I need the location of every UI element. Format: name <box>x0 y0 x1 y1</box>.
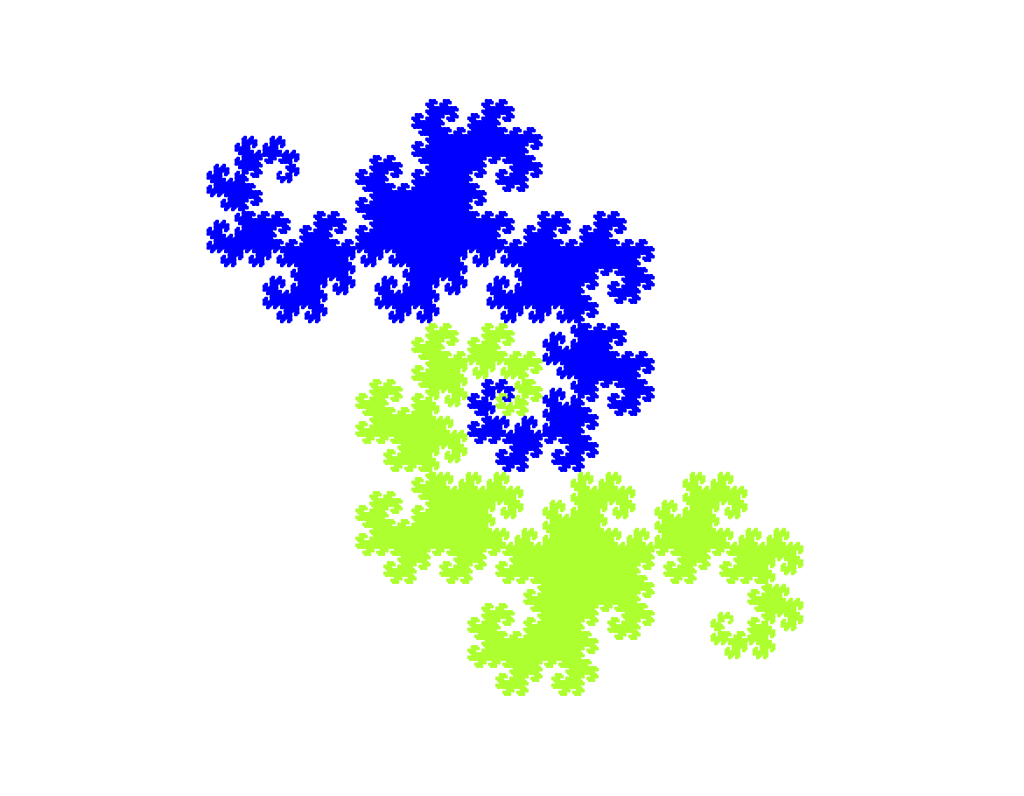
dragon-curve-blue <box>206 98 655 473</box>
dragon-curves-group <box>206 98 804 697</box>
dragon-curve-green <box>355 322 804 697</box>
